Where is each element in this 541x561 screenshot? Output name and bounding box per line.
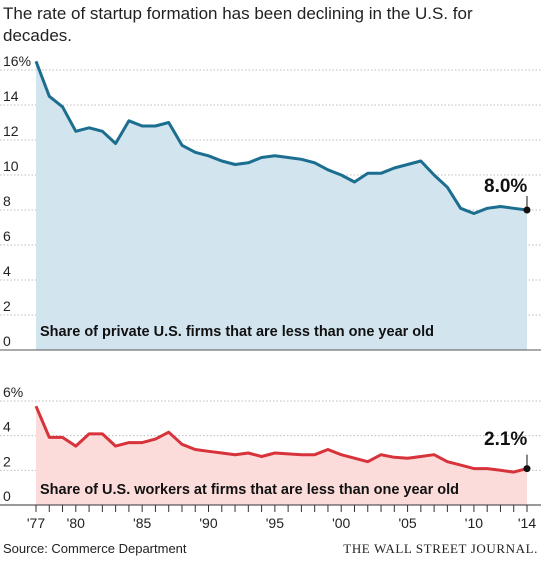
y-tick-label: 4 xyxy=(3,419,11,435)
y-tick-label: 2 xyxy=(3,298,11,314)
workers-series-label: Share of U.S. workers at firms that are … xyxy=(40,482,459,498)
workers-end-point xyxy=(523,465,531,473)
y-tick-label: 16% xyxy=(3,53,31,69)
chart-title: The rate of startup formation has been d… xyxy=(3,4,473,45)
y-tick-label: 6% xyxy=(3,384,23,400)
publisher-credit: THE WALL STREET JOURNAL. xyxy=(343,541,538,556)
y-tick-label: 12 xyxy=(3,123,19,139)
firms-end-point xyxy=(523,206,531,214)
y-tick-label: 8 xyxy=(3,193,11,209)
x-tick-label: '77 xyxy=(27,515,45,531)
x-tick-label: '10 xyxy=(465,515,483,531)
x-tick-label: '95 xyxy=(266,515,284,531)
x-tick-label: '90 xyxy=(199,515,217,531)
firms-end-value-label: 8.0% xyxy=(484,176,527,197)
y-tick-label: 0 xyxy=(3,333,11,349)
workers-area xyxy=(36,406,527,505)
x-tick-label: '85 xyxy=(133,515,151,531)
workers-y-tick-labels: 6% 4 2 0 xyxy=(3,384,23,504)
y-tick-label: 10 xyxy=(3,158,19,174)
y-tick-label: 2 xyxy=(3,453,11,469)
x-tick-label: '80 xyxy=(67,515,85,531)
workers-end-value-label: 2.1% xyxy=(484,429,527,450)
y-tick-label: 6 xyxy=(3,228,11,244)
firms-series-label: Share of private U.S. firms that are les… xyxy=(40,324,434,340)
firms-line xyxy=(34,60,528,215)
firms-panel: 16% 14 12 10 8 6 4 2 0 Share of private U.S. fir… xyxy=(0,53,541,351)
source-note: Source: Commerce Department xyxy=(3,541,187,556)
x-axis: '77 '80 '85 '90 '95 '00 '05 '10 '14 xyxy=(0,504,541,531)
firms-y-tick-labels: 16% 14 12 10 8 6 4 2 0 xyxy=(3,53,31,349)
workers-line xyxy=(34,405,528,474)
y-tick-label: 14 xyxy=(3,88,19,104)
x-tick-label: '05 xyxy=(398,515,416,531)
x-tick-label: '14 xyxy=(518,515,536,531)
x-tick-label: '00 xyxy=(332,515,350,531)
y-tick-label: 4 xyxy=(3,263,11,279)
workers-panel: 6% 4 2 0 Share of U.S. workers at firms tha… xyxy=(0,384,541,506)
y-tick-label: 0 xyxy=(3,488,11,504)
firms-area xyxy=(36,61,527,351)
